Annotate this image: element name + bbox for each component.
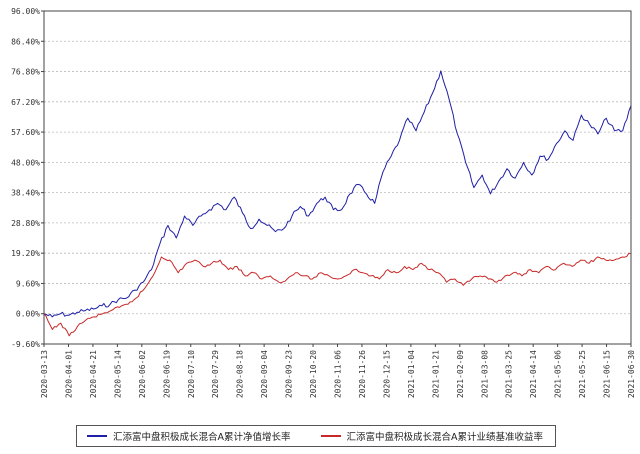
x-tick-label: 2020-03-13 xyxy=(40,350,49,398)
x-tick-label: 2020-10-20 xyxy=(309,350,318,398)
y-tick-label: 67.20% xyxy=(11,98,40,107)
legend-item-nav-growth: 汇添富中盘积极成长混合A累计净值增长率 xyxy=(87,429,291,443)
x-tick-label: 2021-04-14 xyxy=(529,350,538,398)
y-tick-label: 48.00% xyxy=(11,158,40,167)
legend-swatch-blue xyxy=(87,435,107,437)
y-tick-label: 96.00% xyxy=(11,7,40,16)
y-tick-label: -9.60% xyxy=(11,340,40,349)
x-tick-label: 2020-04-01 xyxy=(64,350,73,398)
x-tick-label: 2020-06-19 xyxy=(162,350,171,398)
series-lines xyxy=(43,70,632,337)
x-tick-label: 2020-04-21 xyxy=(89,350,98,398)
y-tick-label: 0.00% xyxy=(16,310,40,319)
x-tick-label: 2020-06-02 xyxy=(138,350,147,398)
y-tick-label: 86.40% xyxy=(11,37,40,46)
plot-frame xyxy=(43,10,632,345)
legend-swatch-red xyxy=(320,435,341,437)
y-axis: 96.00% 86.40% 76.80% 67.20% 57.60% 48.00% 38.4… xyxy=(11,7,44,349)
y-tick-label: 19.20% xyxy=(11,249,40,258)
series-line-benchmark xyxy=(43,252,632,337)
x-tick-label: 2021-03-25 xyxy=(505,350,514,398)
y-tick-label: 28.80% xyxy=(11,219,40,228)
x-tick-label: 2021-01-04 xyxy=(407,350,416,398)
x-tick-label: 2021-05-06 xyxy=(554,350,563,398)
x-tick-label: 2021-01-21 xyxy=(431,350,440,398)
x-tick-label: 2021-03-08 xyxy=(480,350,489,398)
x-tick-label: 2020-09-04 xyxy=(260,350,269,398)
gridlines xyxy=(44,40,631,315)
x-tick-label: 2020-08-18 xyxy=(236,350,245,398)
legend-item-benchmark: 汇添富中盘积极成长混合A累计业绩基准收益率 xyxy=(320,429,544,443)
legend-label: 汇添富中盘积极成长混合A累计净值增长率 xyxy=(113,432,291,443)
x-tick-label: 2020-11-06 xyxy=(334,350,343,398)
x-axis: 2020-03-13 2020-04-01 2020-04-21 2020-05-14… xyxy=(40,344,636,398)
legend-label: 汇添富中盘积极成长混合A累计业绩基准收益率 xyxy=(346,432,544,443)
x-tick-label: 2020-07-29 xyxy=(211,350,220,398)
line-chart: 96.00% 86.40% 76.80% 67.20% 57.60% 48.00% 38.4… xyxy=(11,7,636,398)
y-tick-label: 38.40% xyxy=(11,189,40,198)
x-tick-label: 2020-11-26 xyxy=(358,350,367,398)
x-tick-label: 2021-06-30 xyxy=(627,350,636,398)
y-tick-label: 76.80% xyxy=(11,68,40,77)
chart-legend: 汇添富中盘积极成长混合A累计净值增长率 汇添富中盘积极成长混合A累计业绩基准收益… xyxy=(76,425,556,447)
x-tick-label: 2020-12-15 xyxy=(382,350,391,398)
x-tick-label: 2020-09-23 xyxy=(285,350,294,398)
series-line-nav-growth xyxy=(43,70,632,318)
x-tick-label: 2020-05-14 xyxy=(113,350,122,398)
y-tick-label: 9.60% xyxy=(16,279,40,288)
y-tick-label: 57.60% xyxy=(11,128,40,137)
x-tick-label: 2021-06-15 xyxy=(603,350,612,398)
x-tick-label: 2021-05-25 xyxy=(578,350,587,398)
x-tick-label: 2021-02-09 xyxy=(456,350,465,398)
x-tick-label: 2020-07-10 xyxy=(187,350,196,398)
